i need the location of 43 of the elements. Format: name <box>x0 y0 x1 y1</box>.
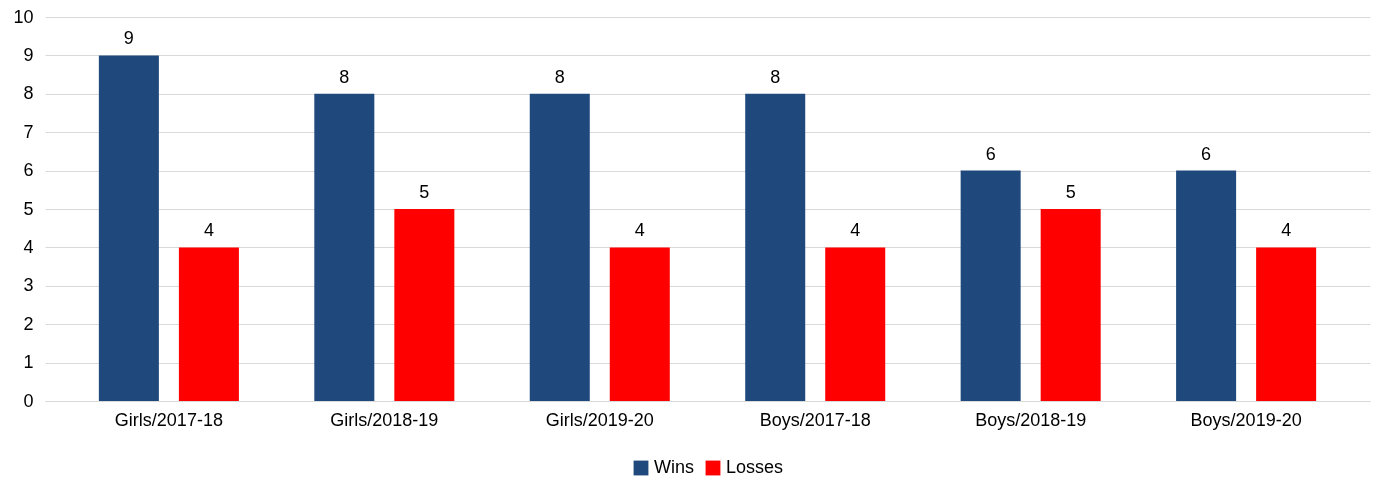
bar <box>1040 209 1101 401</box>
bar <box>825 247 886 401</box>
bar <box>178 247 239 401</box>
data-label: 6 <box>1201 143 1212 164</box>
y-tick-label: 10 <box>13 6 34 27</box>
data-label: 9 <box>123 28 134 49</box>
data-label: 4 <box>1281 220 1292 241</box>
y-tick-label: 7 <box>23 121 34 142</box>
data-label: 8 <box>770 66 781 87</box>
y-tick-label: 4 <box>23 236 34 257</box>
data-label: 8 <box>554 66 565 87</box>
x-tick-label: Boys/2017-18 <box>759 409 871 430</box>
y-tick-label: 9 <box>23 44 34 65</box>
data-label: 4 <box>203 220 214 241</box>
bar <box>98 55 159 401</box>
bar <box>314 93 375 401</box>
x-tick-label: Boys/2019-20 <box>1190 409 1302 430</box>
bar <box>529 93 590 401</box>
data-label: 4 <box>634 220 645 241</box>
y-tick-label: 8 <box>23 83 34 104</box>
y-tick-label: 3 <box>23 275 34 296</box>
bar <box>609 247 670 401</box>
y-tick-label: 6 <box>23 160 34 181</box>
y-tick-label: 2 <box>23 313 34 334</box>
data-label: 4 <box>850 220 861 241</box>
data-label: 6 <box>985 143 996 164</box>
legend-label: Losses <box>726 457 784 477</box>
bar <box>394 209 455 401</box>
data-label: 8 <box>339 66 350 87</box>
legend-label: Wins <box>654 457 694 477</box>
bar <box>960 170 1021 401</box>
bar <box>745 93 806 401</box>
y-tick-label: 0 <box>23 390 34 411</box>
data-label: 5 <box>1065 182 1076 202</box>
data-label: 5 <box>419 182 430 202</box>
x-tick-label: Girls/2019-20 <box>545 409 654 430</box>
bar <box>1176 170 1237 401</box>
x-tick-label: Girls/2018-19 <box>330 409 439 430</box>
y-tick-label: 1 <box>23 352 34 373</box>
x-tick-label: Boys/2018-19 <box>975 409 1087 430</box>
y-tick-label: 5 <box>23 198 34 219</box>
bar <box>1256 247 1317 401</box>
x-tick-label: Girls/2017-18 <box>114 409 223 430</box>
